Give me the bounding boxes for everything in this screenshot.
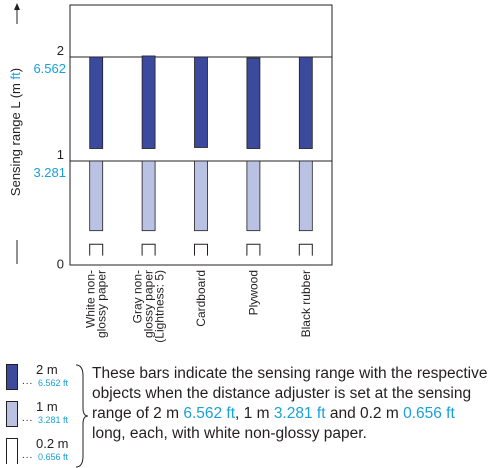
y-tick-label: 1 [57,147,64,162]
bar-0-2m [141,243,156,256]
legend-dots: ... [22,450,34,461]
legend-label-m: 1 m [36,399,58,414]
bar-2m [89,56,104,149]
category-label: Cardboard [194,270,208,327]
category-label: glossy paper [95,270,109,338]
legend-dots: ... [22,413,34,424]
bar-0-2m [89,243,104,256]
legend-brace [75,364,89,468]
category-label: Gray non- [131,270,145,323]
category-label: White non- [84,270,98,328]
y-axis-label: Sensing range L (m ft) [8,3,23,264]
bar-1m [194,160,208,232]
y-tick-label: 2 [57,43,64,58]
bar-1m [89,160,104,232]
legend-label-ft: 3.281 ft [38,415,69,425]
legend-label-ft: 6.562 ft [38,378,69,388]
bars [89,55,313,256]
y-tick-label: 0 [57,256,64,271]
explanation-note: These bars indicate the sensing range wi… [92,364,492,444]
legend-swatch-open [6,438,18,464]
legend-item-0-2m: ... 0.2 m 0.656 ft [4,436,90,466]
legend-label-ft: 0.656 ft [38,452,69,462]
category-label: Plywood [246,270,260,315]
legend-swatch-dark [6,364,18,390]
note-text-3: and 0.2 m [325,405,404,422]
bar-1m [141,160,156,232]
bar-1m [298,160,313,232]
note-feet-2: 3.281 ft [273,405,326,422]
legend-item-2m: ... 2 m 6.562 ft [4,362,90,392]
bar-2m [141,55,156,149]
note-text-1: These bars indicate the sensing range wi… [92,365,488,422]
bar-0-2m [194,243,208,256]
note-text-2: , 1 m [235,405,274,422]
category-label: Black rubber [299,270,313,337]
category-label: glossy paper [142,270,156,338]
legend-swatch-light [6,401,18,427]
legend-dots: ... [22,376,34,387]
plot-border [69,4,333,266]
y-axis-title: Sensing range L (m ft) [8,3,23,264]
note-text-4: long, each, with white non-glossy paper. [92,425,367,442]
bar-0-2m [298,243,313,256]
legend-item-1m: ... 1 m 3.281 ft [4,399,90,429]
bar-0-2m [246,243,261,256]
note-feet-1: 6.562 ft [183,405,236,422]
legend: ... 2 m 6.562 ft ... 1 m 3.281 ft ... 0.… [4,362,90,466]
y-tick-label-ft: 3.281 [33,165,66,180]
bar-2m [246,57,261,149]
note-feet-3: 0.656 ft [403,405,455,422]
sensing-range-chart: Sensing range L (m ft) 0 1 3.281 2 6.562 Whi… [8,3,333,343]
y-tick-label-ft: 6.562 [33,61,66,76]
category-label: (Lightness: 5) [153,270,167,343]
category-labels: White non-glossy paper Gray non-glossy pa… [84,270,313,343]
legend-label-m: 2 m [36,362,58,377]
y-axis-ticks: 0 1 3.281 2 6.562 [33,43,332,271]
legend-label-m: 0.2 m [36,436,69,451]
bar-2m [298,56,313,149]
y-axis-arrowhead [14,3,20,10]
bar-2m [194,56,208,148]
bar-1m [246,160,261,232]
plot-frame [69,4,333,266]
y-axis-title-text: Sensing range L (m ft) [8,68,23,196]
